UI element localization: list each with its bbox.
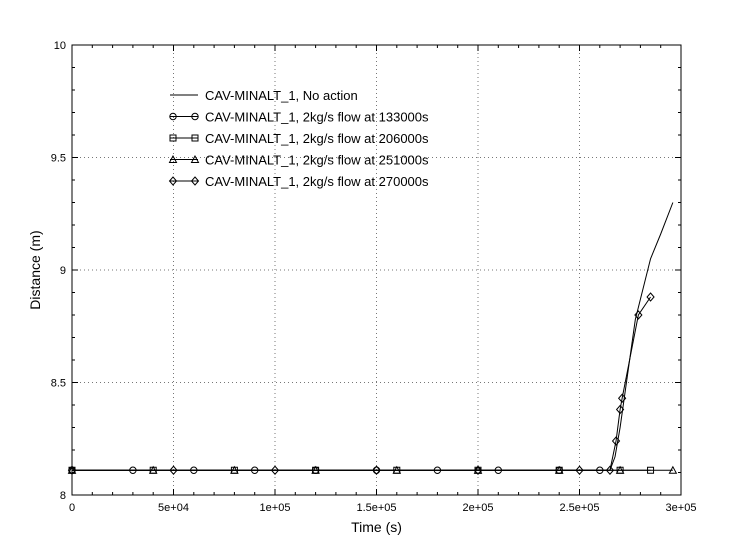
x-tick-label: 2e+05 (463, 502, 494, 514)
square-marker (191, 134, 199, 142)
y-tick-label: 8.5 (51, 378, 66, 390)
x-tick-label: 3e+05 (666, 502, 697, 514)
diamond-marker (617, 393, 627, 404)
legend-label: CAV-MINALT_1, 2kg/s flow at 206000s (205, 131, 429, 146)
circle-marker (191, 112, 199, 121)
series-line (72, 296, 651, 471)
diamond-marker (646, 292, 655, 302)
legend-label: CAV-MINALT_1, 2kg/s flow at 270000s (205, 174, 429, 189)
diamond-marker (169, 465, 178, 476)
diamond-marker (270, 465, 280, 476)
x-tick-label: 1e+05 (260, 502, 291, 514)
diamond-marker (575, 465, 584, 476)
y-tick-label: 10 (54, 40, 66, 52)
legend-label: CAV-MINALT_1, 2kg/s flow at 251000s (205, 153, 429, 168)
diamond-marker (168, 176, 178, 186)
x-tick-label: 1.5e+05 (356, 502, 396, 514)
legend: CAV-MINALT_1, No action CAV-MINALT_1, 2kg… (168, 88, 429, 189)
y-tick-label: 9.5 (51, 153, 66, 165)
y-tick-label: 9 (60, 265, 66, 277)
diamond-marker (473, 465, 483, 476)
diamond-marker (67, 465, 77, 476)
series-layer (67, 202, 678, 476)
x-axis-title: Time (s) (351, 519, 402, 535)
triangle-marker (615, 465, 625, 474)
x-tick-label: 5e+04 (158, 502, 189, 514)
grid (72, 45, 681, 495)
triangle-marker (668, 465, 678, 474)
circle-marker (169, 112, 177, 121)
y-axis-title: Distance (m) (27, 230, 43, 309)
legend-entry: CAV-MINALT_1, No action (170, 88, 358, 103)
x-tick-label: 2.5e+05 (559, 502, 599, 514)
diamond-marker (611, 436, 621, 446)
legend-entry: CAV-MINALT_1, 2kg/s flow at 206000s (169, 131, 429, 146)
series-1 (72, 202, 674, 471)
diamond-marker (190, 176, 200, 186)
y-tick-label: 8 (60, 490, 66, 502)
diamond-marker (605, 465, 615, 476)
diamond-marker (634, 310, 643, 320)
triangle-marker (168, 154, 178, 163)
legend-label: CAV-MINALT_1, No action (205, 88, 358, 103)
legend-entry: CAV-MINALT_1, 2kg/s flow at 251000s (168, 153, 429, 168)
diamond-marker (615, 404, 625, 415)
axes: 0 5e+04 1e+05 1.5e+05 2e+05 2.5e+05 3e+05 8 8.5 9… (51, 40, 697, 514)
legend-label: CAV-MINALT_1, 2kg/s flow at 133000s (205, 110, 429, 125)
series-line (72, 202, 674, 471)
x-tick-label: 0 (69, 502, 75, 514)
legend-entry: CAV-MINALT_1, 2kg/s flow at 133000s (169, 110, 429, 125)
square-marker (169, 134, 177, 142)
series-5 (67, 292, 655, 476)
triangle-marker (190, 154, 200, 163)
diamond-marker (372, 465, 381, 476)
legend-entry: CAV-MINALT_1, 2kg/s flow at 270000s (168, 174, 429, 189)
